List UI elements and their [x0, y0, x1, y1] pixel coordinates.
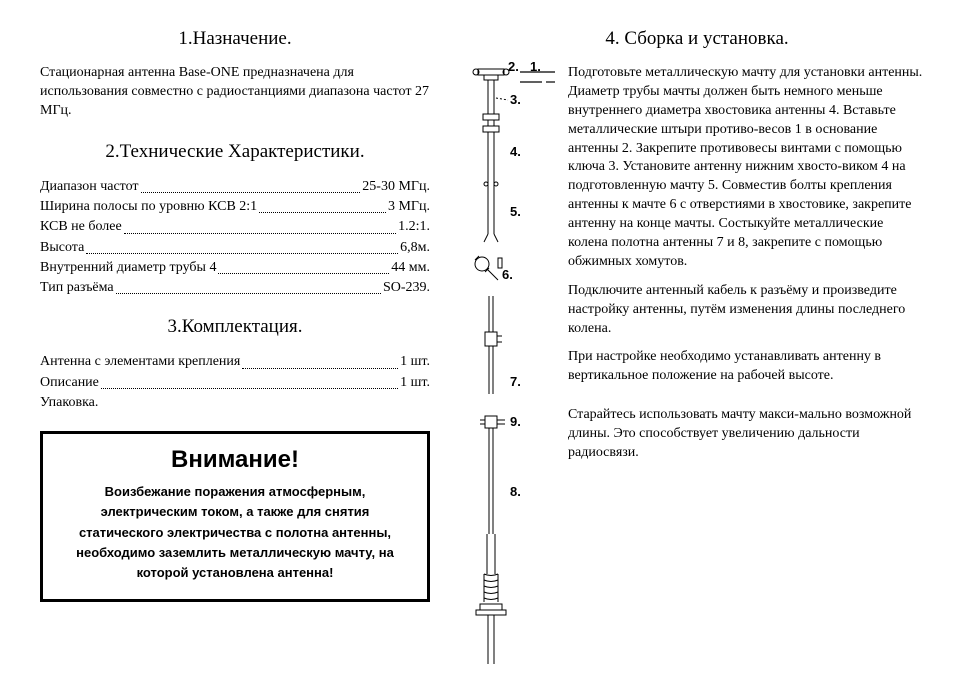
section3-title: 3.Комплектация. — [40, 316, 430, 338]
kit-label: Описание — [40, 373, 99, 393]
section4-title: 4. Сборка и установка. — [470, 28, 924, 50]
diagram-label-4: 4. — [510, 144, 521, 159]
spec-value: 6,8м. — [400, 238, 430, 258]
dot-leader — [259, 197, 386, 213]
warning-title: Внимание! — [57, 446, 413, 474]
spec-label: Высота — [40, 238, 84, 258]
section2-title: 2.Технические Характеристики. — [40, 141, 430, 163]
spec-label: Тип разъёма — [40, 278, 114, 298]
dot-leader — [86, 238, 398, 254]
kit-label: Упаковка. — [40, 393, 98, 413]
kit-label: Антенна с элементами крепления — [40, 352, 240, 372]
section1-title: 1.Назначение. — [40, 28, 430, 50]
spec-value: 1.2:1. — [398, 217, 430, 237]
antenna-diagram: 1. 2. 3. 4. 5. 6. 7. 9. 8. — [470, 64, 560, 664]
dot-leader — [242, 352, 398, 368]
diagram-label-9: 9. — [510, 414, 521, 429]
instruction-p3: При настройке необходимо устанавливать а… — [568, 348, 924, 386]
diagram-label-2: 2. — [508, 59, 519, 74]
diagram-label-5: 5. — [510, 204, 521, 219]
instructions-text: Подготовьте металлическую мачту для уста… — [560, 64, 924, 664]
diagram-label-8: 8. — [510, 484, 521, 499]
dot-leader — [124, 217, 396, 233]
spec-value: 44 мм. — [391, 258, 430, 278]
instruction-p1: Подготовьте металлическую мачту для уста… — [568, 64, 924, 272]
diagram-label-3: 3. — [510, 92, 521, 107]
specs-list: Диапазон частот 25-30 МГц. Ширина полосы … — [40, 177, 430, 299]
diagram-label-7: 7. — [510, 374, 521, 389]
dot-leader — [101, 373, 398, 389]
warning-text: Воизбежание поражения атмосферным, элект… — [57, 482, 413, 583]
spec-value: 3 МГц. — [388, 197, 430, 217]
instruction-p4: Старайтесь использовать мачту макси-маль… — [568, 406, 924, 463]
dot-leader — [218, 258, 389, 274]
spec-label: КСВ не более — [40, 217, 122, 237]
dot-leader — [116, 278, 381, 294]
diagram-label-6: 6. — [502, 267, 513, 282]
dot-leader — [141, 177, 361, 193]
kit-list: Антенна с элементами крепления 1 шт. Опис… — [40, 352, 430, 413]
spec-label: Диапазон частот — [40, 177, 139, 197]
instruction-p2: Подключите антенный кабель к разъёму и п… — [568, 282, 924, 339]
spec-label: Ширина полосы по уровню КСВ 2:1 — [40, 197, 257, 217]
spec-value: SO-239. — [383, 278, 430, 298]
spec-label: Внутренний диаметр трубы 4 — [40, 258, 216, 278]
spec-value: 25-30 МГц. — [362, 177, 430, 197]
section1-text: Стационарная антенна Base-ONE предназнач… — [40, 64, 430, 121]
warning-box: Внимание! Воизбежание поражения атмосфер… — [40, 431, 430, 602]
kit-value: 1 шт. — [400, 352, 430, 372]
diagram-label-1: 1. — [530, 59, 541, 74]
kit-value: 1 шт. — [400, 373, 430, 393]
